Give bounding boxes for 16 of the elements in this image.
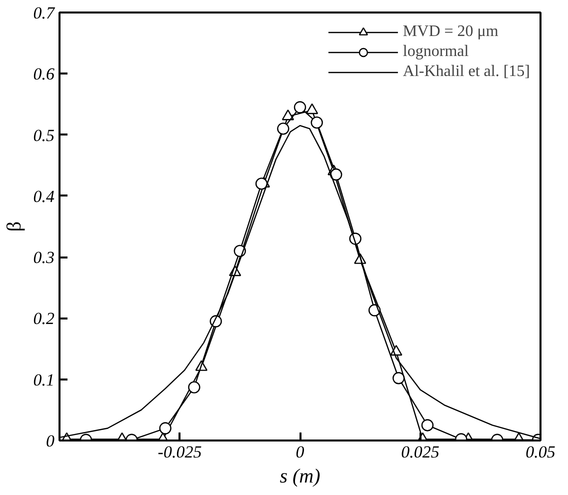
x-tick-label: 0.05 [526,442,556,462]
y-tick-label: 0.7 [33,4,56,22]
y-tick-label: 0.4 [33,186,55,206]
legend-label: lognormal [402,43,469,61]
y-tick-label: 0.5 [33,126,54,145]
x-tick-label: 0.025 [401,442,440,462]
y-tick-label: 0.2 [33,309,55,328]
y-tick-label: 0.6 [33,64,55,84]
legend-label: Al-Khalil et al. [15] [402,63,530,81]
x-tick-label: 0 [296,442,305,462]
x-axis-title: s (m) [280,466,321,488]
y-tick-label: 0.3 [33,248,54,268]
y-axis-title: β [3,221,26,232]
y-tick-label: 0.1 [33,370,54,390]
legend-label: MVD = 20 μm [402,23,498,41]
x-tick-label: -0.025 [158,442,202,462]
